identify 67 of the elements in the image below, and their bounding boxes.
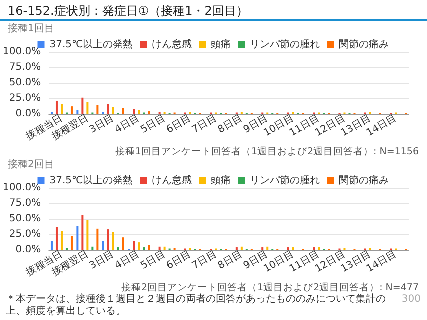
y-tick-label: 75.0% <box>9 62 42 73</box>
bar <box>122 108 124 114</box>
y-tick-label: 25.0% <box>9 229 42 240</box>
bar <box>107 230 110 250</box>
y-tick-label: 100.0% <box>2 46 42 58</box>
y-tick-label: 75.0% <box>9 198 42 209</box>
bar <box>70 236 73 250</box>
bar <box>70 106 73 114</box>
y-tick-label: 0.0% <box>16 244 42 256</box>
bar <box>96 228 99 250</box>
bar <box>82 98 84 114</box>
bar <box>86 220 89 250</box>
x-tick-label: 7日目 <box>190 113 219 136</box>
text: 接種2回目アンケート回答者（1週目および2週目回答者）: N=477 <box>121 282 420 294</box>
bar <box>56 100 58 114</box>
text: 300 <box>402 294 421 305</box>
bar <box>82 215 84 250</box>
text: ＊本データは、接種後１週目と２週目の両者の回答があったもののみについて集計の上、頻度を算出している。 <box>6 294 387 318</box>
legend-label: けん怠感 <box>152 38 192 50</box>
chart-subtitle: 接種1回目 <box>8 22 54 34</box>
legend-label: リンパ節の腫れ <box>250 174 320 186</box>
bar <box>102 241 104 250</box>
bar <box>133 241 136 250</box>
y-tick-label: 50.0% <box>9 214 42 224</box>
y-tick-label: 100.0% <box>2 182 42 194</box>
bar <box>240 246 243 250</box>
text: 接種1回目アンケート回答者（1週目および2週目回答者）: N=1156 <box>115 146 420 158</box>
bar <box>112 232 114 250</box>
legend-label: 関節の痛み <box>339 38 390 50</box>
x-tick-label: 8日目 <box>216 249 245 272</box>
bar <box>56 227 58 250</box>
x-tick-label: 4日目 <box>114 249 142 272</box>
bar <box>164 246 166 250</box>
x-tick-label: 4日目 <box>114 113 142 136</box>
x-tick-label: 7日目 <box>190 249 219 272</box>
bar <box>76 226 79 250</box>
legend-label: 頭痛 <box>211 174 232 186</box>
bar <box>138 110 140 114</box>
bar <box>107 104 110 114</box>
y-tick-label: 0.0% <box>16 108 42 120</box>
bar <box>122 238 124 250</box>
bar <box>266 246 269 250</box>
x-tick-label: 3日目 <box>88 249 116 272</box>
bar <box>112 107 114 114</box>
chart-title: 16-152.症状別：発症日①（接種1・2回目） <box>7 3 250 19</box>
y-tick-label: 50.0% <box>9 78 42 88</box>
chart-subtitle: 接種2回目 <box>8 158 54 170</box>
legend-label: リンパ節の腫れ <box>250 38 320 50</box>
legend-label: 37.5℃以上の発熱 <box>50 38 134 50</box>
legend-label: 頭痛 <box>211 38 232 50</box>
x-tick-label: 8日目 <box>216 113 245 136</box>
bar <box>138 242 140 250</box>
bar <box>133 109 136 114</box>
legend-label: けん怠感 <box>152 174 192 186</box>
bar <box>60 104 63 114</box>
bar <box>60 231 63 250</box>
y-tick-label: 25.0% <box>9 93 42 104</box>
bar <box>50 241 53 250</box>
bar <box>96 105 99 114</box>
bar <box>86 102 89 114</box>
bar <box>76 110 79 114</box>
bar <box>92 246 94 250</box>
legend-label: 関節の痛み <box>339 174 390 186</box>
bar <box>148 245 150 250</box>
legend-label: 37.5℃以上の発熱 <box>50 174 134 186</box>
x-tick-label: 3日目 <box>88 113 116 136</box>
bar <box>158 246 161 250</box>
